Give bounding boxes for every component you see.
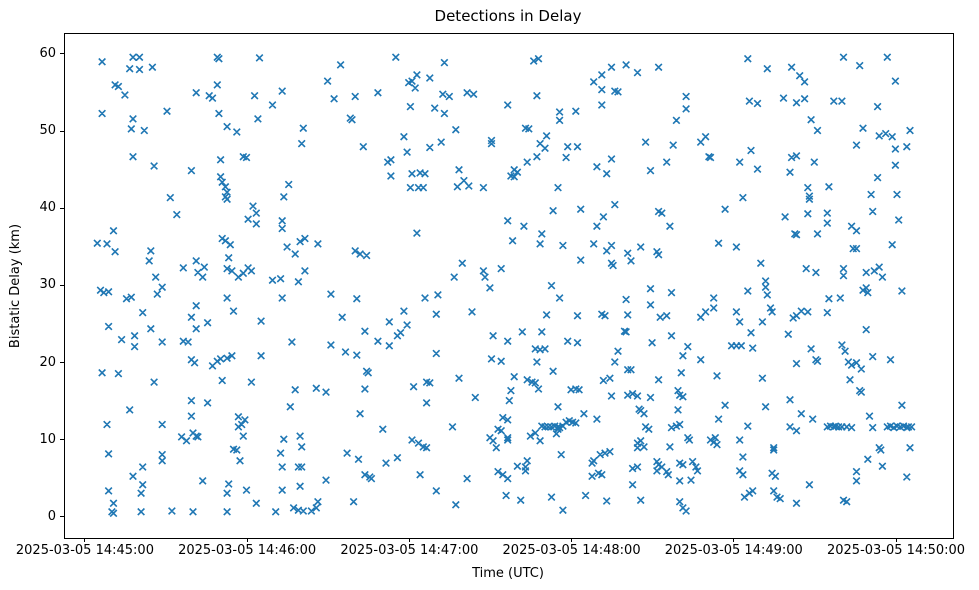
x-tick-mark bbox=[733, 538, 735, 542]
scatter-layer bbox=[93, 53, 916, 518]
x-tick-label: 2025-03-05 14:46:00 bbox=[178, 543, 317, 558]
x-tick-mark bbox=[895, 538, 897, 542]
y-tick-mark bbox=[60, 439, 64, 441]
y-tick-label: 40 bbox=[39, 200, 56, 216]
scatter-points bbox=[93, 53, 916, 518]
x-tick-label: 2025-03-05 14:50:00 bbox=[826, 543, 966, 558]
x-tick-label: 2025-03-05 14:49:00 bbox=[664, 543, 803, 558]
x-tick-mark bbox=[571, 538, 573, 542]
x-axis-label: Time (UTC) bbox=[472, 566, 544, 581]
x-tick-mark bbox=[246, 538, 248, 542]
y-tick-label: 50 bbox=[39, 123, 56, 139]
y-tick-label: 20 bbox=[39, 354, 56, 370]
y-tick-mark bbox=[60, 284, 64, 286]
x-tick-mark bbox=[84, 538, 86, 542]
y-tick-label: 10 bbox=[39, 431, 56, 447]
x-tick-label: 2025-03-05 14:47:00 bbox=[340, 543, 479, 558]
y-tick-label: 60 bbox=[39, 45, 56, 61]
chart-title: Detections in Delay bbox=[434, 7, 582, 25]
y-tick-mark bbox=[60, 207, 64, 209]
y-tick-label: 30 bbox=[39, 277, 56, 293]
plot-area bbox=[64, 33, 954, 539]
y-tick-mark bbox=[60, 516, 64, 518]
y-tick-label: 0 bbox=[47, 508, 56, 524]
x-tick-label: 2025-03-05 14:45:00 bbox=[15, 543, 154, 558]
x-tick-label: 2025-03-05 14:48:00 bbox=[502, 543, 641, 558]
x-tick-mark bbox=[408, 538, 410, 542]
y-tick-mark bbox=[60, 53, 64, 55]
y-tick-mark bbox=[60, 362, 64, 364]
y-tick-mark bbox=[60, 130, 64, 132]
